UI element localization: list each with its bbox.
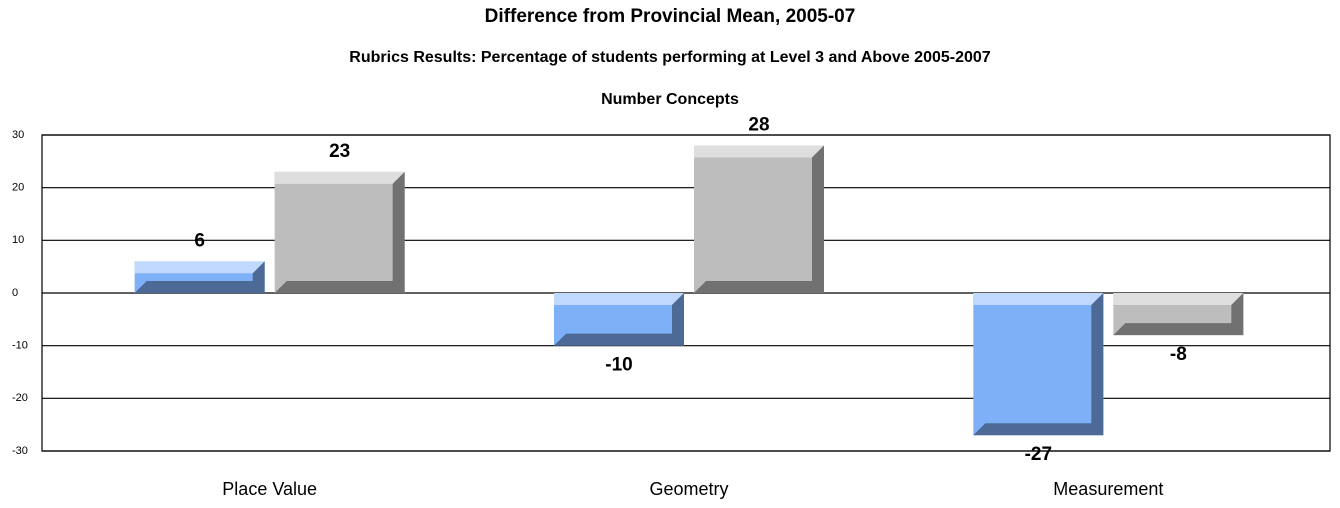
bar (274, 171, 405, 293)
bar-bevel (134, 261, 265, 293)
value-label: 6 (194, 230, 205, 251)
y-tick-label: -30 (12, 445, 28, 457)
x-tick-label: Geometry (649, 479, 728, 499)
bar-bevel (554, 293, 684, 305)
value-label: -27 (1025, 444, 1052, 465)
value-label: -8 (1170, 344, 1187, 365)
value-label: 23 (329, 141, 350, 162)
chart-subtitle: Rubrics Results: Percentage of students … (349, 49, 990, 66)
y-tick-label: 20 (12, 182, 24, 194)
bar-bevel (134, 261, 265, 274)
y-tick-label: -10 (12, 340, 28, 352)
y-tick-label: -20 (12, 392, 28, 404)
value-label: -10 (605, 355, 632, 376)
bar-bevel (1113, 293, 1244, 305)
x-tick-label: Measurement (1053, 479, 1163, 499)
bar-bevel (274, 171, 405, 184)
chart-title: Difference from Provincial Mean, 2005-07 (485, 6, 856, 27)
x-tick-label: Place Value (222, 479, 317, 499)
bar (694, 145, 824, 293)
chart-section-title: Number Concepts (601, 91, 739, 108)
value-label: 28 (748, 115, 769, 136)
bar-bevel (1113, 293, 1244, 336)
bar (973, 293, 1104, 436)
y-tick-label: 0 (12, 287, 18, 299)
bar-bevel (694, 145, 824, 158)
y-tick-label: 10 (12, 234, 24, 246)
y-tick-label: 30 (12, 129, 24, 141)
bar-bevel (554, 293, 684, 346)
bar-bevel (973, 293, 1104, 305)
